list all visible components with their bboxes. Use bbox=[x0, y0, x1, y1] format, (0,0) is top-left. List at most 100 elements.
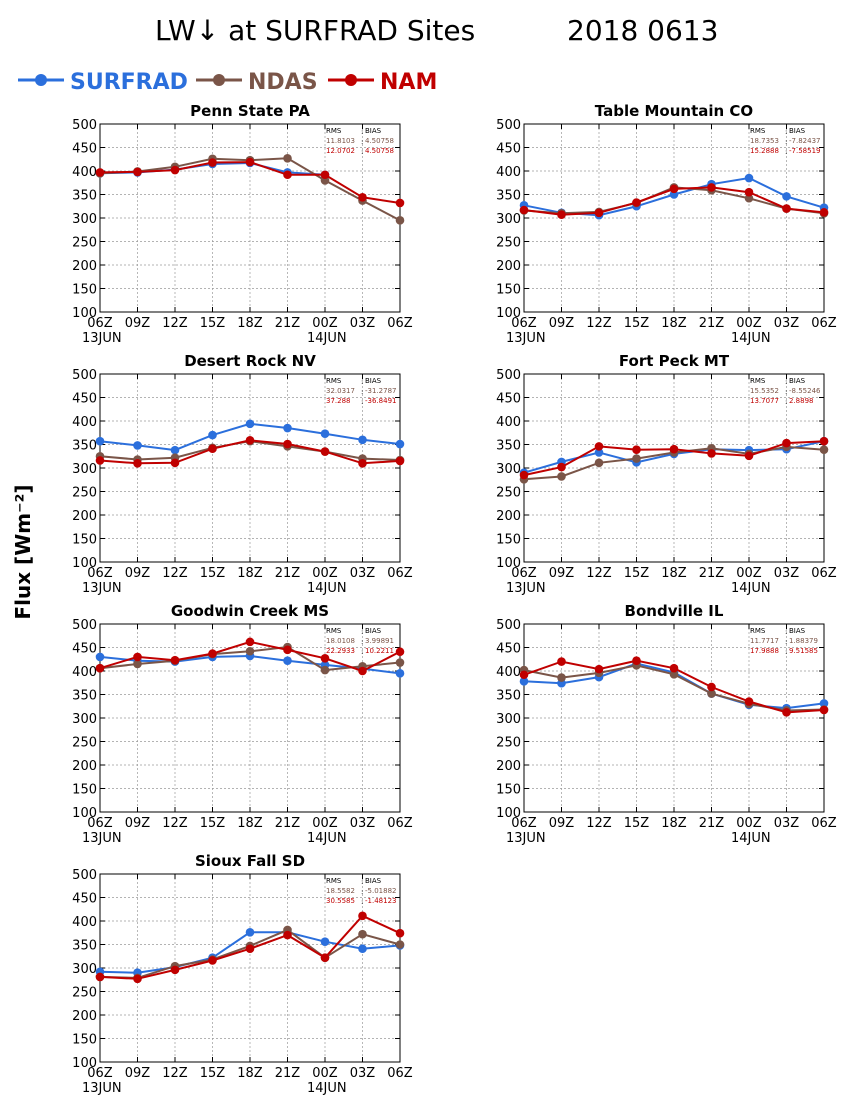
x-tick-label: 06Z bbox=[87, 566, 113, 581]
data-point-nam bbox=[744, 187, 754, 197]
data-point-surfrad bbox=[133, 441, 142, 450]
x-tick-label: 15Z bbox=[200, 316, 226, 331]
stats-bias-header: BIAS bbox=[365, 877, 382, 885]
x-tick-label: 03Z bbox=[350, 816, 376, 831]
data-point-nam bbox=[170, 655, 180, 665]
x-tick-label: 00Z bbox=[736, 316, 762, 331]
y-tick-label: 300 bbox=[496, 712, 521, 727]
y-tick-label: 400 bbox=[496, 165, 521, 180]
data-point-nam bbox=[594, 664, 604, 674]
chart-title: Fort Peck MT bbox=[619, 352, 730, 370]
data-point-surfrad bbox=[283, 423, 292, 433]
y-tick-label: 500 bbox=[72, 618, 97, 633]
x-tick-label: 00Z bbox=[312, 316, 338, 331]
data-point-nam bbox=[245, 157, 255, 167]
stats-rms-header: RMS bbox=[750, 377, 766, 385]
data-point-nam bbox=[744, 451, 754, 461]
y-tick-label: 100 bbox=[496, 806, 521, 821]
y-tick-label: 150 bbox=[72, 283, 97, 298]
data-point-nam bbox=[395, 647, 405, 657]
data-point-nam bbox=[519, 670, 529, 680]
data-point-surfrad bbox=[208, 430, 217, 440]
data-point-ndas bbox=[594, 458, 604, 468]
data-point-nam bbox=[782, 204, 791, 213]
y-tick-label: 350 bbox=[72, 939, 97, 954]
stats-rms-value: 18.5582 bbox=[326, 887, 355, 895]
data-point-ndas bbox=[669, 669, 679, 679]
x-tick-label: 15Z bbox=[624, 566, 650, 581]
x-tick-label: 09Z bbox=[549, 816, 575, 831]
stats-separator: : bbox=[361, 138, 363, 146]
data-point-surfrad bbox=[245, 419, 255, 429]
x-tick-label: 15Z bbox=[200, 566, 226, 581]
stats-rms-header: RMS bbox=[326, 877, 342, 885]
data-point-nam bbox=[519, 470, 529, 480]
data-point-surfrad bbox=[170, 445, 180, 455]
x-tick-label: 03Z bbox=[350, 566, 376, 581]
data-point-nam bbox=[557, 210, 566, 220]
data-point-nam bbox=[283, 645, 292, 655]
x-tick-label: 12Z bbox=[162, 816, 188, 831]
x-tick-label: 03Z bbox=[774, 316, 800, 331]
date-label-end: 14JUN bbox=[307, 581, 347, 596]
stats-separator: : bbox=[785, 138, 787, 146]
figure-title: LW↓ at SURFRAD Sites bbox=[155, 14, 475, 47]
data-point-nam bbox=[95, 168, 105, 177]
stats-separator: : bbox=[785, 388, 787, 396]
y-tick-label: 100 bbox=[72, 806, 97, 821]
data-point-nam bbox=[395, 928, 405, 938]
data-point-nam bbox=[782, 708, 791, 717]
x-tick-label: 00Z bbox=[736, 816, 762, 831]
stats-separator: : bbox=[785, 378, 787, 386]
legend-item-ndas: NDAS bbox=[196, 70, 318, 95]
y-tick-label: 150 bbox=[496, 283, 521, 298]
legend-label-ndas: NDAS bbox=[248, 70, 318, 95]
x-tick-label: 00Z bbox=[312, 816, 338, 831]
date-label-end: 14JUN bbox=[731, 581, 771, 596]
stats-separator: : bbox=[785, 638, 787, 646]
y-tick-label: 150 bbox=[496, 783, 521, 798]
y-tick-label: 500 bbox=[496, 118, 521, 133]
date-label-start: 13JUN bbox=[82, 831, 122, 846]
stats-rms-value: 18.0108 bbox=[326, 637, 355, 645]
chart-panel: Fort Peck MT 100 150 200 250 300 350 400 450 500 0… bbox=[496, 352, 837, 596]
data-point-nam bbox=[133, 459, 142, 468]
data-point-nam bbox=[133, 652, 142, 662]
data-point-nam bbox=[782, 438, 791, 448]
x-tick-label: 09Z bbox=[549, 566, 575, 581]
data-point-nam bbox=[519, 205, 529, 215]
x-tick-label: 15Z bbox=[624, 316, 650, 331]
x-tick-label: 06Z bbox=[511, 316, 537, 331]
chart-panel: Goodwin Creek MS 100 150 200 250 300 350 400 450… bbox=[72, 602, 413, 846]
stats-rms-value: 13.7077 bbox=[750, 397, 779, 405]
stats-rms-header: RMS bbox=[326, 377, 342, 385]
stats-separator: : bbox=[361, 898, 363, 906]
stats-separator: : bbox=[361, 128, 363, 136]
stats-bias-value: 1.88379 bbox=[789, 637, 818, 645]
y-tick-label: 150 bbox=[72, 783, 97, 798]
stats-bias-value: -1.48123 bbox=[365, 897, 396, 905]
x-tick-label: 06Z bbox=[811, 316, 837, 331]
data-point-nam bbox=[245, 435, 255, 445]
data-point-surfrad bbox=[594, 448, 604, 457]
x-tick-label: 21Z bbox=[275, 566, 301, 581]
stats-rms-value: 11.8103 bbox=[326, 137, 355, 145]
stats-bias-value: -7.58519 bbox=[789, 147, 820, 155]
y-tick-label: 250 bbox=[496, 486, 521, 501]
y-tick-label: 450 bbox=[496, 142, 521, 157]
x-tick-label: 12Z bbox=[162, 566, 188, 581]
x-tick-label: 18Z bbox=[237, 816, 263, 831]
y-axis-label: Flux [Wm⁻²] bbox=[11, 484, 35, 619]
data-point-nam bbox=[557, 657, 566, 666]
data-point-nam bbox=[632, 656, 641, 665]
data-point-nam bbox=[133, 974, 142, 984]
y-tick-label: 150 bbox=[72, 1033, 97, 1048]
stats-rms-value: 32.0317 bbox=[326, 387, 355, 395]
stats-bias-value: 4.50758 bbox=[365, 147, 394, 155]
data-point-ndas bbox=[557, 673, 566, 682]
legend-label-surfrad: SURFRAD bbox=[70, 70, 188, 95]
data-point-ndas bbox=[133, 659, 142, 669]
stats-separator: : bbox=[361, 878, 363, 886]
data-point-nam bbox=[358, 193, 367, 202]
data-point-nam bbox=[170, 458, 180, 468]
